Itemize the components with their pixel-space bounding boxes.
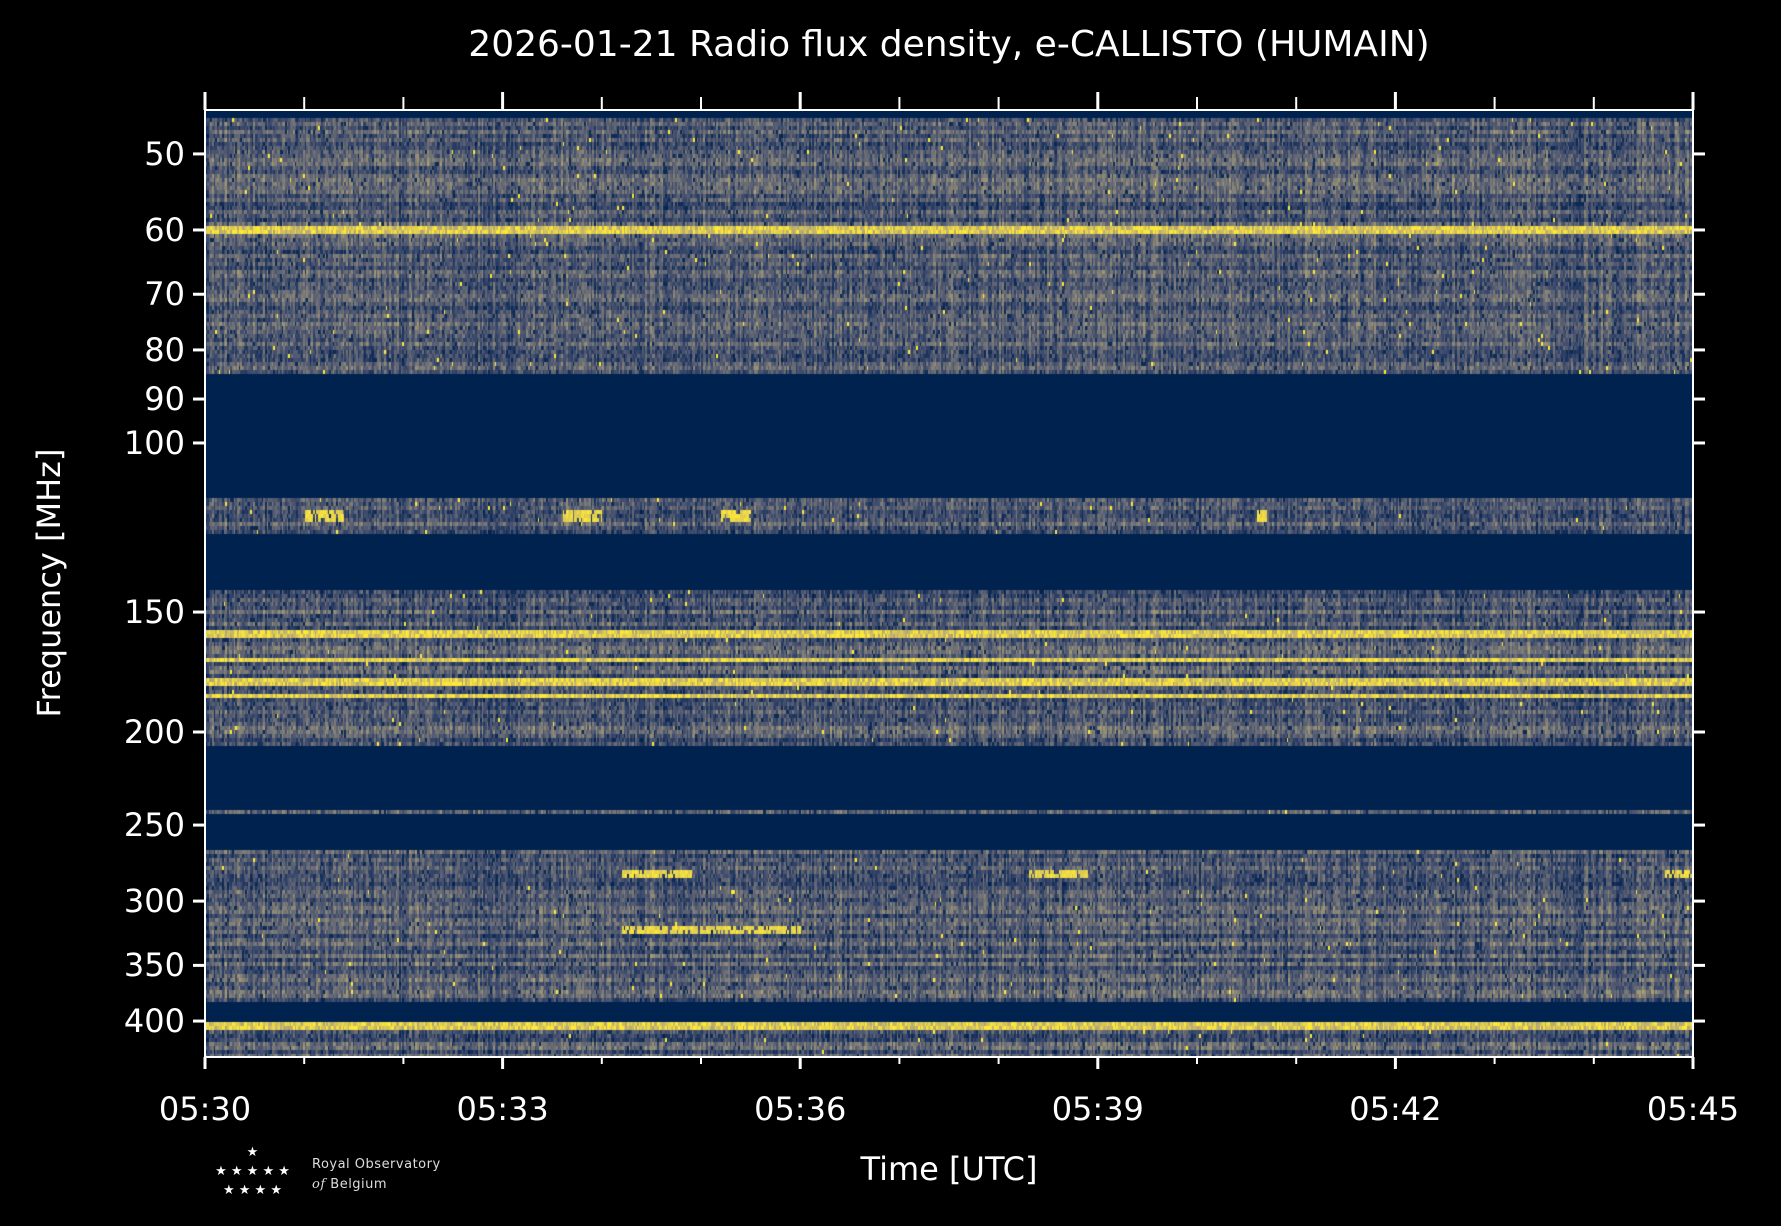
x-tick-label: 05:33 xyxy=(456,1090,549,1128)
y-axis-label: Frequency [MHz] xyxy=(30,448,68,718)
y-tick-label: 70 xyxy=(144,275,185,314)
logo-of: of xyxy=(312,1177,326,1192)
y-tick-label: 350 xyxy=(123,946,185,985)
x-tick-label: 05:36 xyxy=(754,1090,847,1128)
y-tick-label: 400 xyxy=(123,1002,185,1041)
y-tick-label: 300 xyxy=(123,882,185,921)
x-tick-label: 05:45 xyxy=(1646,1090,1740,1128)
royal-observatory-logo: ★ ★ ★ ★ ★ ★ ★ ★ ★ ★ Royal Observatory of B… xyxy=(205,1143,465,1203)
y-tick-label: 200 xyxy=(123,713,185,752)
stars-icon: ★ ★ ★ ★ ★ ★ ★ ★ ★ ★ xyxy=(215,1145,290,1198)
spectrogram-heatmap xyxy=(205,110,1693,1057)
plot-frame xyxy=(204,109,1694,1058)
y-tick-label: 80 xyxy=(144,330,185,369)
x-tick-label: 05:30 xyxy=(158,1090,252,1128)
chart-title: 2026-01-21 Radio flux density, e-CALLIST… xyxy=(468,24,1430,65)
y-tick-label: 90 xyxy=(144,380,185,419)
y-tick-label: 50 xyxy=(144,134,185,173)
y-tick-label: 100 xyxy=(123,423,185,462)
y-tick-label: 250 xyxy=(123,806,185,845)
y-tick-label: 150 xyxy=(123,593,185,632)
x-tick-label: 05:42 xyxy=(1349,1090,1442,1128)
logo-line2: Belgium xyxy=(330,1177,388,1192)
y-tick-label: 60 xyxy=(144,210,185,249)
x-axis-label: Time [UTC] xyxy=(860,1150,1038,1188)
logo-line1: Royal Observatory xyxy=(312,1157,441,1172)
x-tick-label: 05:39 xyxy=(1051,1090,1144,1128)
